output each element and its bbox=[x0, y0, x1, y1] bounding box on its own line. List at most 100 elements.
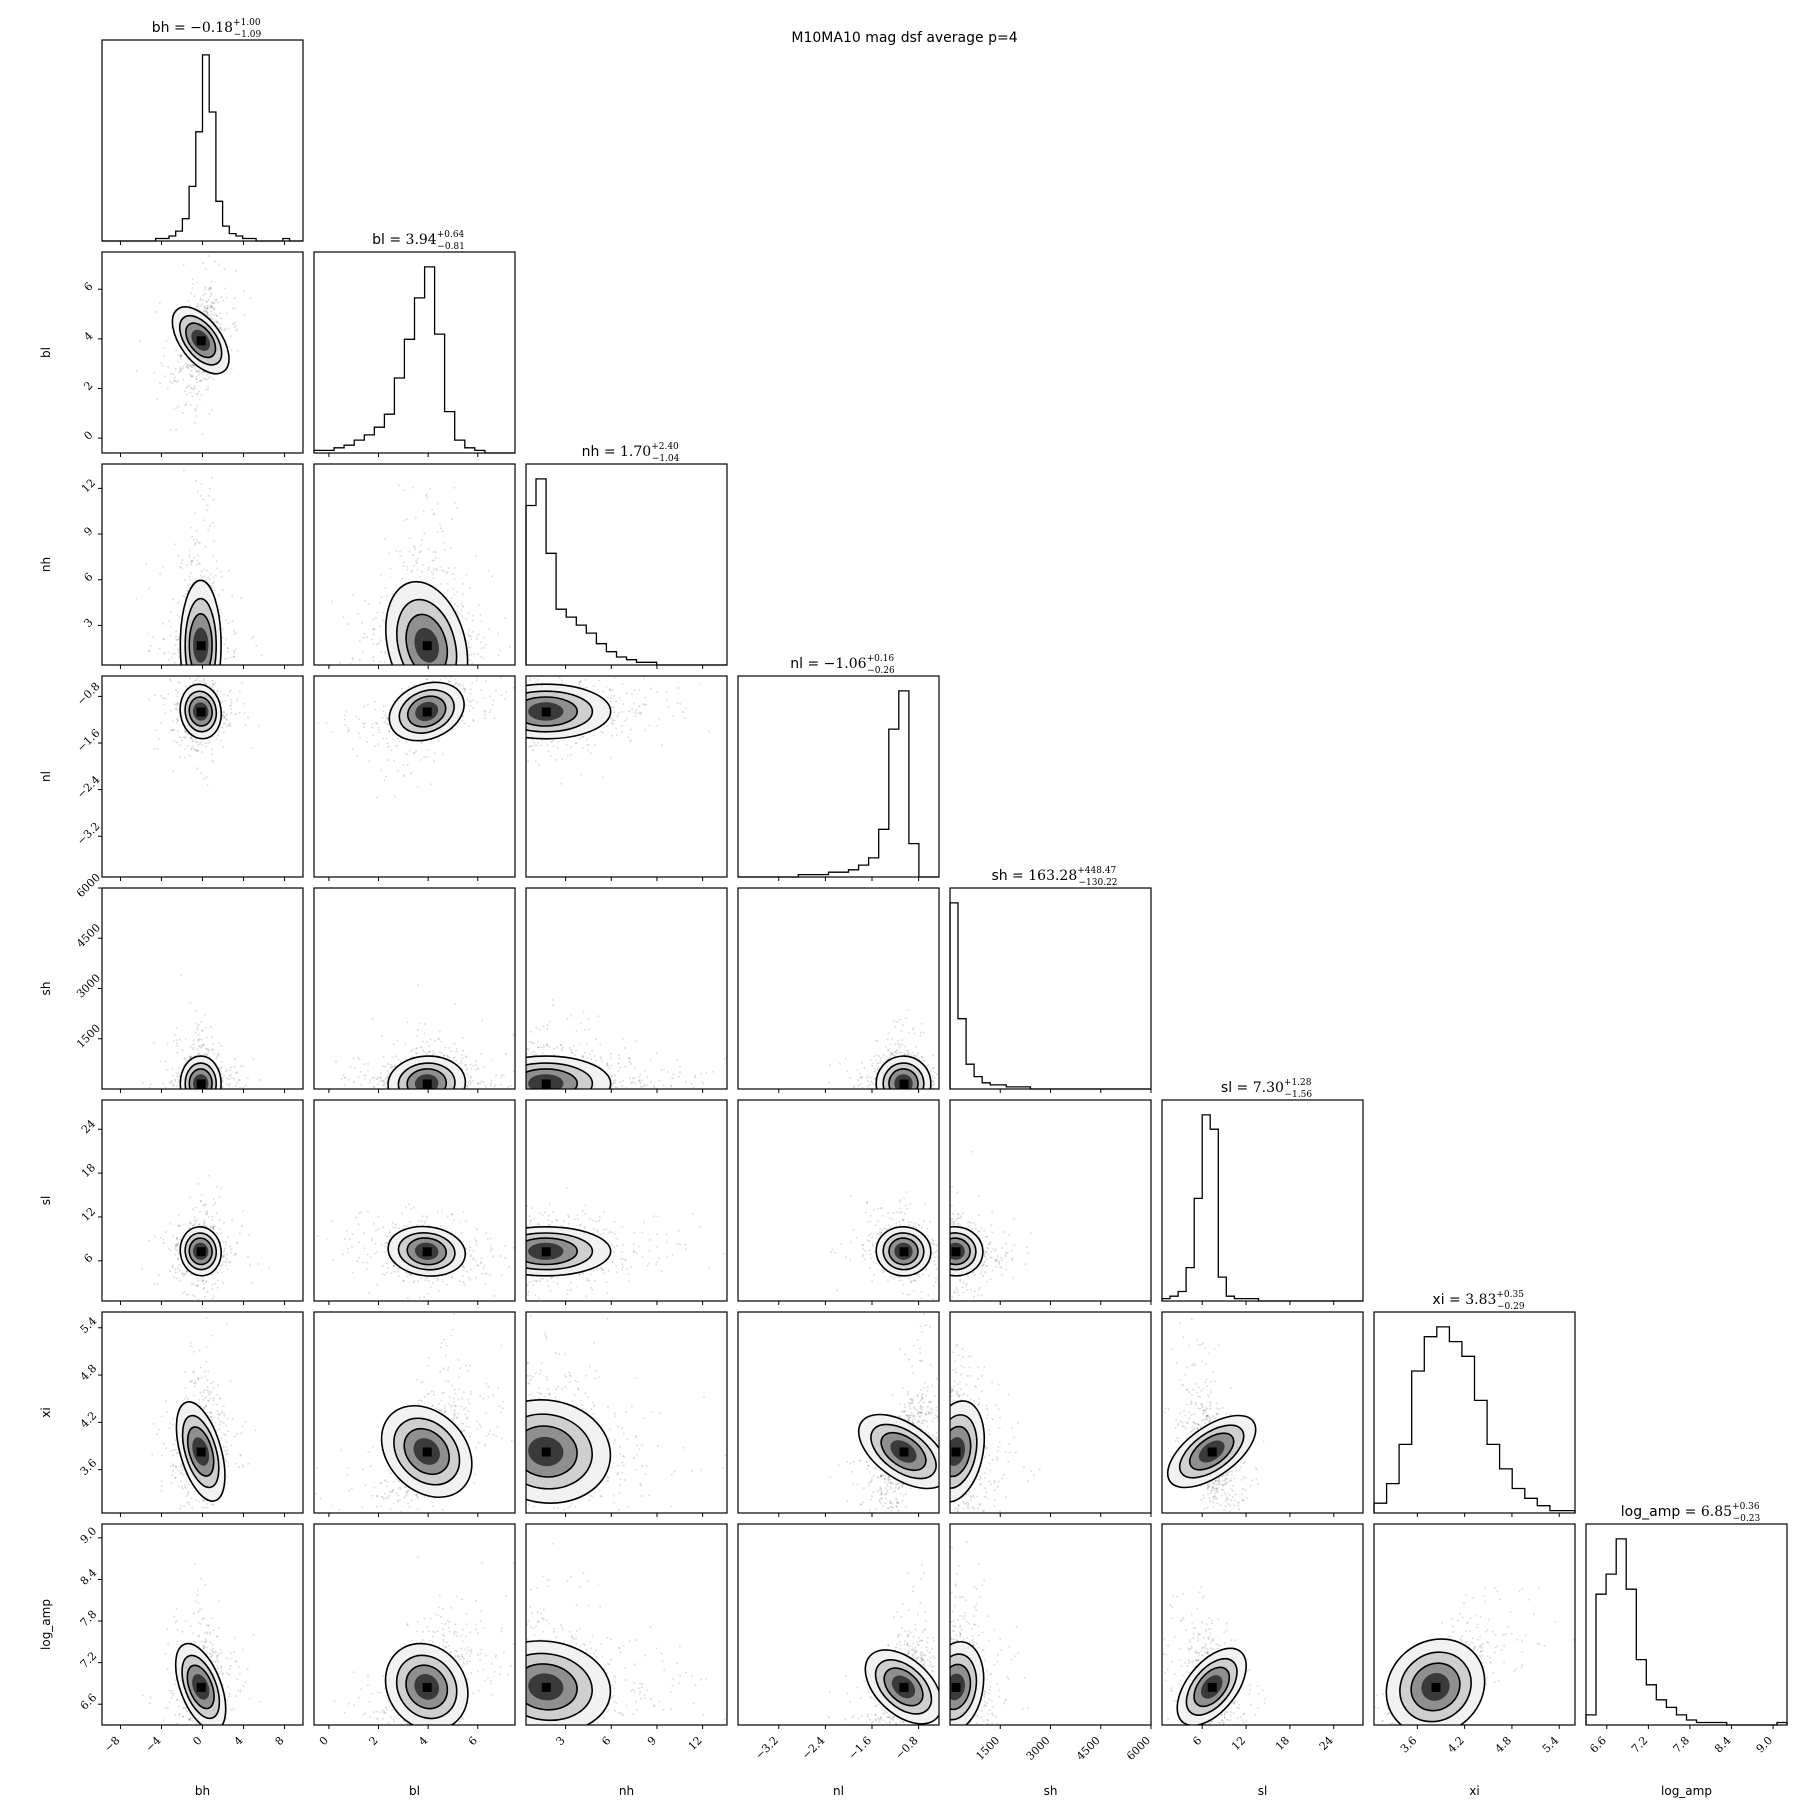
sample-point bbox=[236, 1082, 238, 1084]
sample-point bbox=[613, 711, 615, 713]
sample-point bbox=[622, 703, 624, 705]
sample-point bbox=[475, 679, 477, 681]
sample-point bbox=[472, 1065, 474, 1067]
sample-point bbox=[167, 1069, 169, 1071]
sample-point bbox=[383, 621, 385, 623]
sample-point bbox=[459, 683, 461, 685]
sample-point bbox=[163, 704, 165, 706]
sample-point bbox=[172, 720, 174, 722]
sample-point bbox=[610, 697, 612, 699]
sample-point bbox=[192, 740, 194, 742]
sample-point bbox=[196, 305, 198, 307]
sample-point bbox=[198, 1046, 200, 1048]
sample-point bbox=[454, 567, 456, 569]
sample-point bbox=[175, 429, 177, 431]
sample-point bbox=[208, 299, 210, 301]
sample-point bbox=[190, 364, 192, 366]
sample-point bbox=[658, 719, 660, 721]
sample-point bbox=[530, 745, 532, 747]
sample-point bbox=[586, 738, 588, 740]
sample-point bbox=[578, 681, 580, 683]
sample-point bbox=[708, 730, 710, 732]
sample-point bbox=[197, 303, 199, 305]
sample-point bbox=[186, 732, 188, 734]
sample-point bbox=[373, 643, 375, 645]
sample-point bbox=[491, 575, 493, 577]
sample-point bbox=[233, 630, 235, 632]
sample-point bbox=[605, 686, 607, 688]
sample-point bbox=[364, 600, 366, 602]
sample-point bbox=[209, 287, 211, 289]
sample-point bbox=[179, 744, 181, 746]
sample-point bbox=[400, 555, 402, 557]
sample-point bbox=[385, 738, 387, 740]
sample-point bbox=[352, 657, 354, 659]
sample-point bbox=[500, 677, 502, 679]
sample-point bbox=[499, 649, 501, 651]
sample-point bbox=[177, 614, 179, 616]
sample-point bbox=[211, 294, 213, 296]
ytick-label: 2 bbox=[81, 379, 95, 393]
sample-point bbox=[244, 314, 246, 316]
sample-point bbox=[192, 278, 194, 280]
sample-point bbox=[481, 647, 483, 649]
sample-point bbox=[227, 647, 229, 649]
sample-point bbox=[473, 699, 475, 701]
sample-point bbox=[170, 429, 172, 431]
sample-point bbox=[485, 680, 487, 682]
sample-point bbox=[398, 484, 400, 486]
sample-point bbox=[165, 1087, 167, 1089]
sample-point bbox=[212, 522, 214, 524]
sample-point bbox=[426, 756, 428, 758]
sample-point bbox=[179, 736, 181, 738]
sample-point bbox=[159, 302, 161, 304]
sample-point bbox=[203, 778, 205, 780]
sample-point bbox=[380, 639, 382, 641]
sample-point bbox=[177, 692, 179, 694]
sample-point bbox=[209, 488, 211, 490]
sample-point bbox=[668, 706, 670, 708]
sample-point bbox=[202, 299, 204, 301]
sample-point bbox=[344, 724, 346, 726]
sample-point bbox=[200, 571, 202, 573]
sample-point bbox=[661, 744, 663, 746]
sample-point bbox=[621, 731, 623, 733]
sample-point bbox=[417, 558, 419, 560]
sample-point bbox=[172, 1085, 174, 1087]
sample-point bbox=[362, 652, 364, 654]
sample-point bbox=[250, 297, 252, 299]
sample-point bbox=[483, 657, 485, 659]
panel-bl-bh: 0246bl bbox=[39, 252, 303, 457]
sample-point bbox=[221, 296, 223, 298]
sample-point bbox=[489, 709, 491, 711]
sample-point bbox=[213, 576, 215, 578]
sample-point bbox=[222, 1077, 224, 1079]
sample-point bbox=[185, 593, 187, 595]
sample-point bbox=[167, 388, 169, 390]
sample-point bbox=[173, 408, 175, 410]
sample-point bbox=[190, 527, 192, 529]
sample-point bbox=[593, 685, 595, 687]
sample-point bbox=[152, 636, 154, 638]
ytick-label: 6000 bbox=[74, 871, 103, 900]
sample-point bbox=[560, 783, 562, 785]
sample-point bbox=[439, 524, 441, 526]
sample-point bbox=[170, 611, 172, 613]
sample-point bbox=[374, 709, 376, 711]
sample-point bbox=[207, 386, 209, 388]
sample-point bbox=[176, 1085, 178, 1087]
sample-point bbox=[216, 315, 218, 317]
sample-point bbox=[384, 779, 386, 781]
sample-point bbox=[236, 700, 238, 702]
sample-point bbox=[191, 287, 193, 289]
sample-point bbox=[423, 510, 425, 512]
sample-point bbox=[173, 1040, 175, 1042]
sample-point bbox=[163, 638, 165, 640]
sample-point bbox=[368, 603, 370, 605]
sample-point bbox=[471, 663, 473, 665]
sample-point bbox=[239, 1087, 241, 1089]
sample-point bbox=[200, 575, 202, 577]
sample-point bbox=[221, 575, 223, 577]
sample-point bbox=[189, 576, 191, 578]
sample-point bbox=[655, 725, 657, 727]
